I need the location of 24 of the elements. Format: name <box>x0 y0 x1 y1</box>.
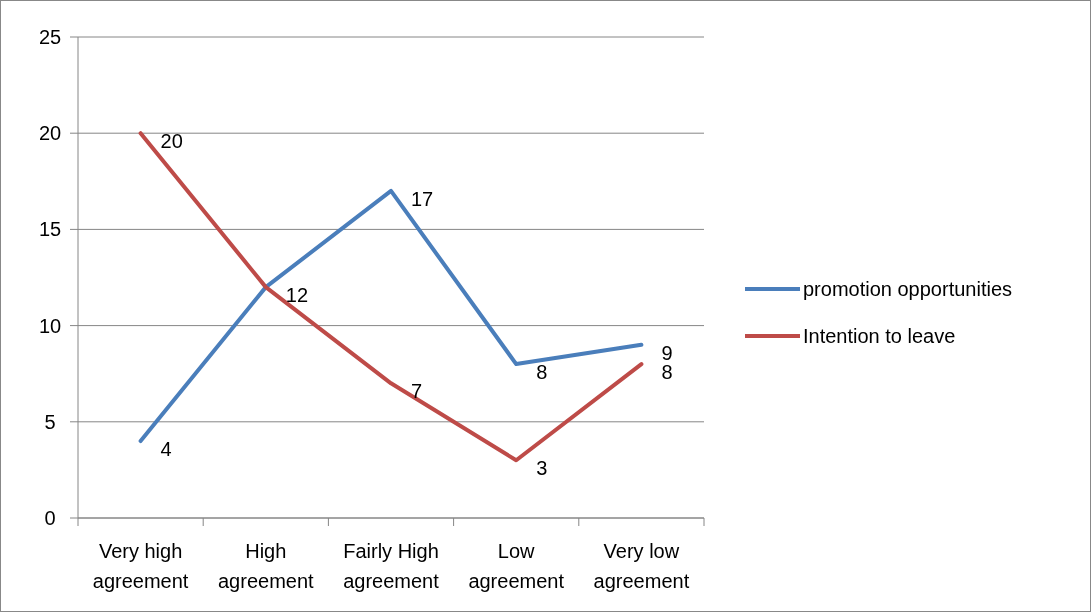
line-series <box>138 188 644 444</box>
legend-label: Intention to leave <box>803 325 956 347</box>
data-label: 17 <box>411 187 434 210</box>
data-label: 8 <box>661 361 673 384</box>
data-label: 3 <box>536 457 548 480</box>
x-tick-label: High agreement <box>217 540 315 592</box>
y-tick-label: 10 <box>38 314 62 337</box>
data-label: 9 <box>661 341 673 364</box>
y-tick-label: 0 <box>44 507 56 529</box>
legend-label: promotion opportunities <box>803 278 1013 300</box>
y-tick-label: 20 <box>38 122 62 145</box>
y-tick-label: 15 <box>38 218 62 241</box>
data-label: 8 <box>536 361 548 384</box>
data-label: 7 <box>411 380 423 403</box>
x-tick-label: Very low agreement <box>593 540 690 592</box>
data-label: 4 <box>160 438 172 461</box>
data-label: 20 <box>160 130 183 153</box>
x-tick-label: Low agreement <box>468 540 565 592</box>
data-label: 12 <box>285 284 309 307</box>
x-tick-label: Fairly High agreement <box>343 540 440 592</box>
y-tick-label: 25 <box>38 26 62 48</box>
y-tick-label: 5 <box>44 410 56 433</box>
line-series <box>138 131 644 463</box>
x-tick-label: Very high agreement <box>92 540 189 592</box>
